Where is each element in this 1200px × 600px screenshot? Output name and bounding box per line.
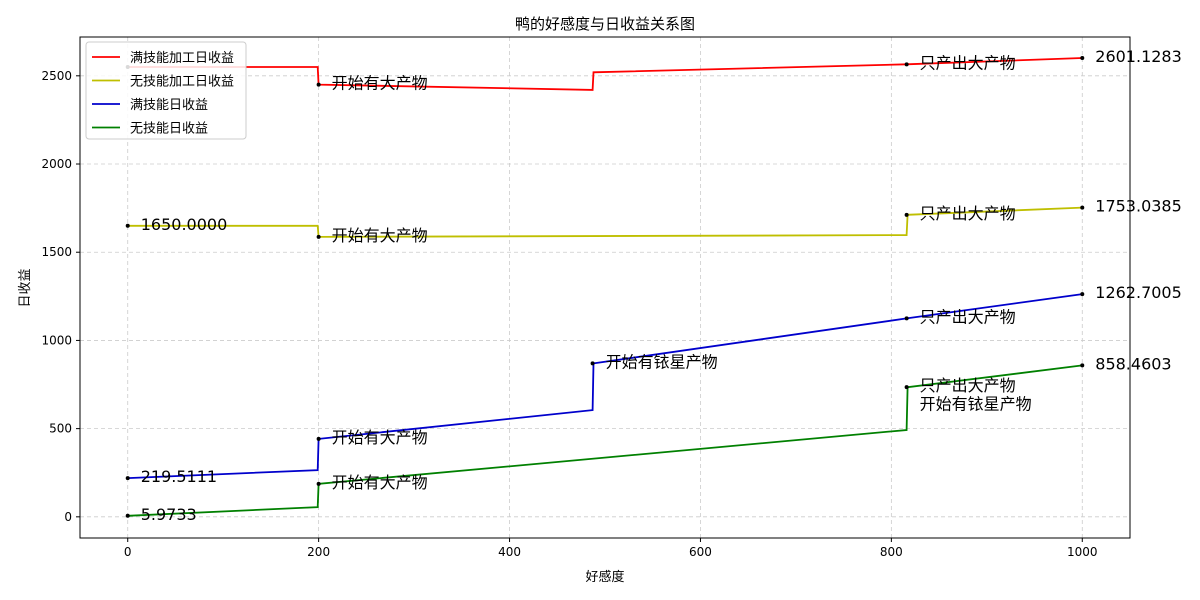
y-axis-label: 日收益: [18, 268, 33, 307]
data-point-marker: [904, 385, 909, 390]
x-tick-label: 0: [124, 545, 132, 559]
legend-label-0: 满技能加工日收益: [130, 51, 234, 66]
annotation-label: 5.9733: [141, 505, 197, 524]
data-point-marker: [316, 481, 321, 486]
data-point-marker: [904, 212, 909, 217]
x-tick-label: 600: [689, 545, 712, 559]
data-point-marker: [316, 234, 321, 239]
plot-frame: [79, 36, 1131, 539]
legend-label-2: 满技能日收益: [130, 98, 208, 113]
annotation-label: 开始有铱星产物: [920, 395, 1032, 414]
data-point-marker: [125, 223, 130, 228]
annotation-label: 只产出大产物: [920, 376, 1016, 395]
x-tick-label: 1000: [1067, 545, 1098, 559]
legend-label-1: 无技能加工日收益: [130, 75, 234, 90]
data-point-marker: [316, 82, 321, 87]
annotation-label: 1262.7005: [1095, 283, 1182, 302]
y-tick-label: 2500: [41, 69, 72, 83]
data-point-marker: [125, 513, 130, 518]
annotation-label: 开始有大产物: [332, 473, 428, 492]
y-tick-label: 0: [64, 510, 72, 524]
annotation-label: 1650.0000: [141, 215, 228, 234]
annotation-label: 858.4603: [1095, 354, 1171, 373]
series-line-3: [127, 364, 1083, 517]
legend-label-3: 无技能日收益: [130, 122, 208, 137]
data-point-marker: [1080, 292, 1085, 297]
data-point-marker: [1080, 55, 1085, 60]
x-tick-label: 800: [880, 545, 903, 559]
series-layer: [127, 57, 1083, 517]
annotation-label: 开始有大产物: [332, 428, 428, 447]
x-axis-label: 好感度: [585, 569, 624, 585]
legend-box: [85, 41, 247, 140]
data-point-marker: [1080, 205, 1085, 210]
x-tick-label: 200: [307, 545, 330, 559]
data-point-marker: [1080, 363, 1085, 368]
annotation-label: 2601.1283: [1095, 47, 1182, 66]
grid: [80, 37, 1130, 538]
y-tick-label: 2000: [41, 157, 72, 171]
chart-title: 鸭的好感度与日收益关系图: [515, 15, 695, 33]
data-point-marker: [316, 436, 321, 441]
annotation-label: 只产出大产物: [920, 53, 1016, 72]
annotation-label: 开始有大产物: [332, 226, 428, 245]
series-line-1: [127, 206, 1083, 238]
data-point-marker: [590, 361, 595, 366]
y-tick-label: 500: [49, 422, 72, 436]
data-point-marker: [904, 62, 909, 67]
data-point-marker: [904, 316, 909, 321]
data-point-marker: [125, 476, 130, 481]
marker-layer: [125, 55, 1085, 518]
annotation-label: 只产出大产物: [920, 307, 1016, 326]
x-tick-label: 400: [498, 545, 521, 559]
annotation-label: 开始有大产物: [332, 74, 428, 93]
annotation-label: 只产出大产物: [920, 204, 1016, 223]
annotation-label: 开始有铱星产物: [606, 352, 718, 371]
y-tick-label: 1000: [41, 333, 72, 347]
y-tick-label: 1500: [41, 245, 72, 259]
axis-ticks: 0 200 400 600 800 1000 0 500 1000 1500 2000 2500: [41, 69, 1097, 559]
annotation-label: 219.5111: [141, 467, 217, 486]
annotation-label: 1753.0385: [1095, 197, 1182, 216]
